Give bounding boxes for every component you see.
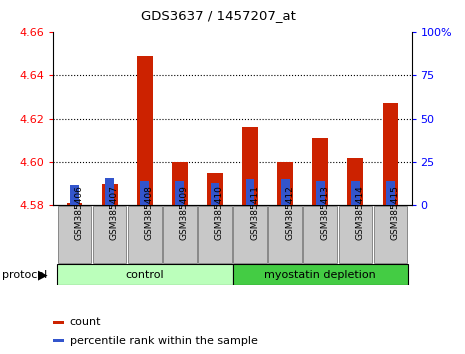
Bar <box>70 184 79 205</box>
Text: count: count <box>70 317 101 327</box>
Text: GSM385413: GSM385413 <box>320 185 329 240</box>
Bar <box>277 162 293 205</box>
Bar <box>66 203 82 205</box>
Bar <box>105 178 114 205</box>
Bar <box>383 103 399 205</box>
Text: GSM385407: GSM385407 <box>110 185 119 240</box>
Bar <box>242 127 258 205</box>
Text: GSM385409: GSM385409 <box>180 185 189 240</box>
Text: ▶: ▶ <box>39 268 48 281</box>
Text: percentile rank within the sample: percentile rank within the sample <box>70 336 258 346</box>
Bar <box>175 181 184 205</box>
Bar <box>137 56 153 205</box>
Bar <box>140 181 149 205</box>
Text: GSM385410: GSM385410 <box>215 185 224 240</box>
FancyBboxPatch shape <box>128 206 162 263</box>
Bar <box>53 339 64 342</box>
Text: GDS3637 / 1457207_at: GDS3637 / 1457207_at <box>141 9 296 22</box>
Text: GSM385411: GSM385411 <box>250 185 259 240</box>
Bar <box>53 321 64 324</box>
Bar <box>281 179 290 205</box>
Bar <box>232 264 408 285</box>
Text: myostatin depletion: myostatin depletion <box>265 270 376 280</box>
Bar <box>347 158 363 205</box>
FancyBboxPatch shape <box>373 206 407 263</box>
FancyBboxPatch shape <box>339 206 372 263</box>
FancyBboxPatch shape <box>233 206 267 263</box>
FancyBboxPatch shape <box>93 206 126 263</box>
Text: GSM385414: GSM385414 <box>355 185 365 240</box>
Bar <box>312 138 328 205</box>
Bar <box>172 162 188 205</box>
Bar <box>351 181 360 205</box>
Text: GSM385415: GSM385415 <box>391 185 399 240</box>
FancyBboxPatch shape <box>268 206 302 263</box>
FancyBboxPatch shape <box>58 206 92 263</box>
Text: control: control <box>126 270 164 280</box>
Bar <box>102 184 118 205</box>
Bar <box>57 264 232 285</box>
Bar <box>211 183 219 205</box>
Text: protocol: protocol <box>2 270 47 280</box>
Text: GSM385408: GSM385408 <box>145 185 154 240</box>
FancyBboxPatch shape <box>303 206 337 263</box>
Text: GSM385412: GSM385412 <box>285 185 294 240</box>
Bar <box>207 173 223 205</box>
Bar <box>246 179 254 205</box>
Text: GSM385406: GSM385406 <box>74 185 84 240</box>
FancyBboxPatch shape <box>163 206 197 263</box>
Bar <box>316 181 325 205</box>
Bar <box>386 181 395 205</box>
FancyBboxPatch shape <box>198 206 232 263</box>
